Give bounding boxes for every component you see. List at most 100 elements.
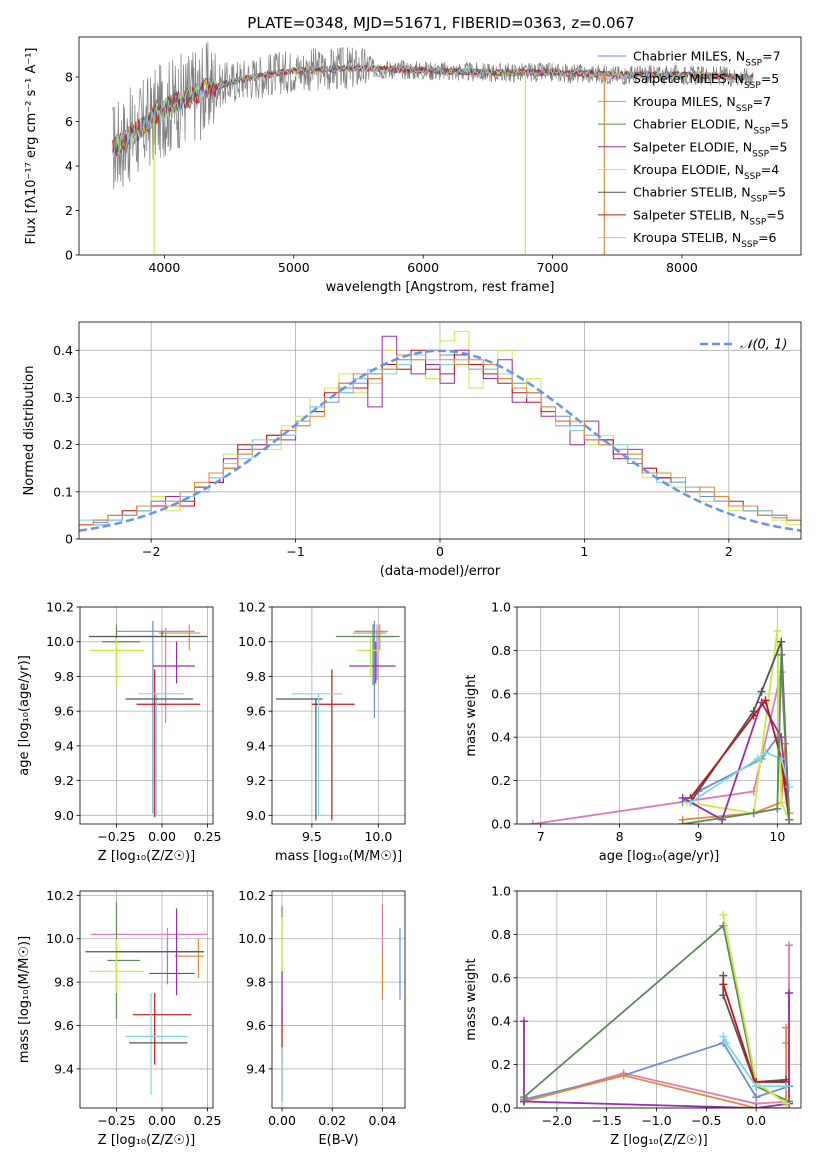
x-tick-label: 0.25 bbox=[194, 829, 222, 844]
x-tick-label: 4000 bbox=[148, 260, 180, 275]
series-marker bbox=[722, 1038, 731, 1047]
plot-area bbox=[89, 620, 208, 818]
y-tick-label: 9.6 bbox=[246, 704, 266, 719]
x-tick-label: 1 bbox=[580, 544, 588, 559]
legend-label-tail: =7 bbox=[762, 49, 780, 64]
residuals-panel: −2 −1 0 1 2 0 0.1 0.2 0.3 0.4 (data-model)/error No… bbox=[22, 321, 802, 579]
y-tick-label: 10.2 bbox=[238, 888, 266, 903]
series-marker bbox=[777, 637, 786, 646]
plot-area bbox=[528, 626, 794, 824]
series-marker bbox=[678, 793, 687, 802]
x-axis-label: Z [log₁₀(Z/Z☉)] bbox=[98, 849, 195, 864]
x-tick-label: 10.0 bbox=[364, 829, 392, 844]
legend-label-sub: SSP bbox=[736, 104, 753, 114]
errorbar-point bbox=[152, 641, 195, 684]
legend-label-text: Kroupa MILES, N bbox=[633, 94, 736, 109]
y-tick-label: 9.8 bbox=[54, 669, 74, 684]
x-tick-label: 7 bbox=[537, 829, 545, 844]
x-tick-label: 9.5 bbox=[302, 829, 322, 844]
x-axis-label: (data-model)/error bbox=[380, 564, 501, 579]
errorbar-point bbox=[89, 638, 144, 686]
y-tick-label: 0.8 bbox=[491, 927, 511, 942]
legend-label-tail: =6 bbox=[758, 230, 776, 245]
observed-spectrum bbox=[112, 41, 754, 190]
legend-label-sub: SSP bbox=[744, 172, 761, 182]
series-marker bbox=[519, 1093, 528, 1102]
legend-label: Kroupa ELODIE, NSSP=4 bbox=[633, 162, 779, 182]
axes-frame bbox=[271, 606, 406, 825]
y-tick-label: 0.0 bbox=[491, 817, 511, 832]
series-marker bbox=[785, 941, 794, 950]
x-tick-label: 6000 bbox=[407, 260, 439, 275]
series-marker bbox=[718, 815, 727, 824]
errorbar-point bbox=[349, 641, 396, 684]
x-tick-label: −2 bbox=[142, 544, 160, 559]
series-marker bbox=[719, 980, 728, 989]
legend-label-tail: =5 bbox=[761, 71, 779, 86]
y-tick-label: 9.4 bbox=[246, 1061, 266, 1076]
legend-label-tail: =5 bbox=[770, 117, 788, 132]
age-vs-mass-panel: 9.5 10.0 9.0 9.2 9.4 9.6 9.8 10.0 10.2 mass [log₁… bbox=[238, 600, 406, 864]
series-marker bbox=[761, 696, 770, 705]
legend-label-tail: =7 bbox=[753, 94, 771, 109]
legend-label-text: Salpeter ELODIE, N bbox=[633, 139, 752, 154]
series-marker bbox=[528, 820, 537, 824]
y-tick-label: 9.4 bbox=[54, 738, 74, 753]
errorbar-point bbox=[174, 938, 204, 978]
x-axis-label: age [log₁₀(age/yr)] bbox=[599, 849, 720, 864]
y-tick-label: 0 bbox=[65, 532, 73, 547]
x-tick-label: 0.00 bbox=[268, 1113, 296, 1128]
histogram-step bbox=[79, 354, 801, 526]
errorbar-point bbox=[291, 693, 343, 816]
errorbar-point bbox=[158, 624, 201, 651]
age-vs-metallicity-panel: −0.25 0.00 0.25 9.0 9.2 9.4 9.6 9.8 10.0 10.2 Z [l… bbox=[17, 600, 221, 865]
axes-frame bbox=[516, 890, 802, 1109]
legend-label: Chabrier STELIB, NSSP=5 bbox=[633, 185, 786, 205]
x-tick-label: 2 bbox=[725, 544, 733, 559]
legend-label-text: Kroupa STELIB, N bbox=[633, 230, 741, 245]
grid bbox=[517, 890, 801, 1109]
series-marker bbox=[749, 711, 758, 720]
y-tick-label: 0.4 bbox=[53, 343, 73, 358]
errorbar-point bbox=[354, 620, 388, 719]
y-tick-label: 9.2 bbox=[54, 773, 74, 788]
series-marker bbox=[782, 1099, 791, 1108]
series-marker bbox=[719, 971, 728, 980]
gaussian-curve bbox=[79, 349, 801, 532]
x-tick-label: 8 bbox=[616, 829, 624, 844]
series-marker bbox=[757, 687, 766, 696]
axes-frame bbox=[79, 890, 214, 1109]
legend-label-text: Chabrier STELIB, N bbox=[633, 185, 751, 200]
y-tick-label: 9.0 bbox=[246, 808, 266, 823]
model-spectrum bbox=[112, 63, 754, 157]
errorbar-point bbox=[107, 901, 141, 1020]
series-marker bbox=[773, 626, 782, 635]
legend-label: Salpeter STELIB, NSSP=5 bbox=[633, 207, 785, 227]
x-tick-label: −0.25 bbox=[97, 1113, 135, 1128]
x-axis-label: E(B-V) bbox=[318, 1133, 358, 1148]
legend-label-text: Kroupa ELODIE, N bbox=[633, 162, 744, 177]
x-tick-label: 0.04 bbox=[368, 1113, 396, 1128]
x-axis-label: wavelength [Angstrom, rest frame] bbox=[326, 280, 555, 295]
x-axis-label: mass [log₁₀(M/M☉)] bbox=[275, 849, 402, 864]
x-tick-label: 0.00 bbox=[148, 1113, 176, 1128]
series-line bbox=[523, 992, 790, 1108]
legend-label: Salpeter MILES, NSSP=5 bbox=[633, 71, 779, 91]
y-tick-label: 1.0 bbox=[491, 600, 511, 615]
y-tick-label: 9.8 bbox=[246, 669, 266, 684]
y-tick-label: 9.6 bbox=[246, 1018, 266, 1033]
series-marker bbox=[753, 754, 762, 763]
y-tick-label: 0.4 bbox=[491, 730, 511, 745]
y-tick-label: 4 bbox=[65, 159, 73, 174]
x-tick-label: −0.25 bbox=[97, 829, 135, 844]
legend-label-sub: SSP bbox=[744, 81, 761, 91]
series-marker bbox=[761, 748, 770, 757]
errorbar-point bbox=[353, 624, 387, 651]
series-marker bbox=[752, 1104, 761, 1108]
series-marker bbox=[785, 815, 794, 824]
x-tick-label: −1.5 bbox=[592, 1113, 622, 1128]
x-tick-label: 0 bbox=[436, 544, 444, 559]
series-marker bbox=[777, 650, 786, 659]
series-marker bbox=[619, 1071, 628, 1080]
